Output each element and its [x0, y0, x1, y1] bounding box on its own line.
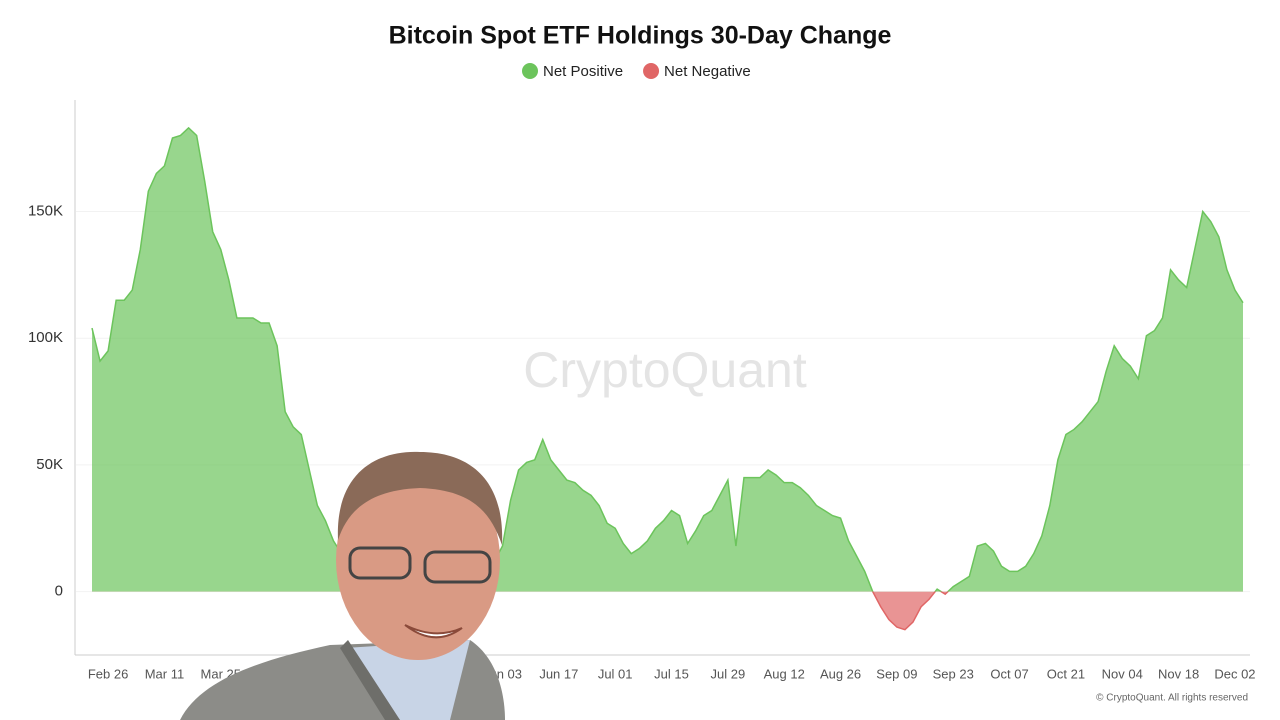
- x-tick-label: Oct 21: [1047, 666, 1085, 681]
- credit: © CryptoQuant. All rights reserved: [1096, 693, 1248, 704]
- legend-swatch: [522, 63, 538, 79]
- x-tick-label: Mar 11: [145, 666, 185, 681]
- area-line: [91, 126, 1244, 592]
- x-tick-label: Jul 01: [598, 666, 633, 681]
- x-tick-label: Jun 17: [539, 666, 578, 681]
- x-tick-label: Feb 26: [88, 666, 128, 681]
- x-tick-label: Aug 26: [820, 666, 861, 681]
- y-tick-label: 50K: [36, 456, 63, 473]
- x-tick-label: Sep 09: [876, 666, 917, 681]
- legend: Net Positive Net Negative: [522, 63, 751, 80]
- x-tick-label: Jul 15: [654, 666, 689, 681]
- photo-overlay: [180, 451, 505, 720]
- x-tick-label: Jul 29: [711, 666, 746, 681]
- y-tick-label: 100K: [28, 329, 63, 346]
- x-tick-label: Aug 12: [764, 666, 805, 681]
- plot: [91, 126, 1244, 631]
- area: [92, 127, 1243, 592]
- y-tick-label: 150K: [28, 202, 63, 219]
- legend-label: Net Positive: [543, 63, 623, 80]
- y-tick-label: 0: [55, 583, 63, 600]
- chart-title: Bitcoin Spot ETF Holdings 30-Day Change: [389, 22, 892, 50]
- legend-swatch: [643, 63, 660, 79]
- x-tick-label: Sep 23: [933, 666, 974, 681]
- x-tick-label: Nov 18: [1158, 666, 1199, 681]
- x-tick-label: Oct 07: [990, 666, 1028, 681]
- x-tick-label: Nov 04: [1102, 666, 1143, 681]
- x-tick-label: Dec 02: [1214, 666, 1255, 681]
- watermark: CryptoQuant: [523, 342, 807, 398]
- legend-label: Net Negative: [664, 63, 751, 80]
